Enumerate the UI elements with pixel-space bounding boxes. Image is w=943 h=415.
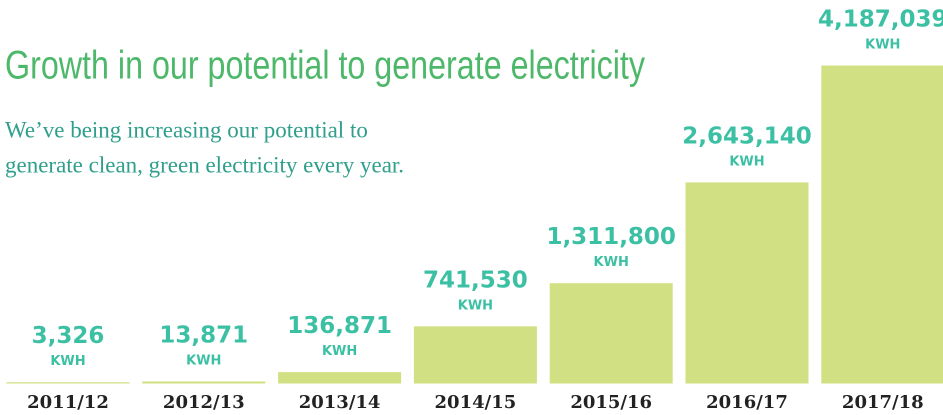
bar [685,182,809,384]
unit-label: KWH [322,344,357,359]
value-label: 741,530 [423,267,528,293]
value-label: 2,643,140 [682,123,812,149]
bar [413,326,537,384]
unit-label: KWH [729,154,764,169]
x-tick-label: 2015/16 [570,392,652,413]
x-tick-label: 2014/15 [435,392,517,413]
x-tick-label: 2012/13 [163,392,245,413]
subtitle: generate clean, green electricity every … [5,152,404,177]
bar [549,283,673,384]
unit-label: KWH [50,354,85,369]
x-tick-label: 2013/14 [299,392,381,413]
bar [142,381,266,384]
x-tick-label: 2016/17 [706,392,788,413]
x-tick-label: 2017/18 [842,392,924,413]
unit-label: KWH [594,255,629,270]
unit-label: KWH [458,298,493,313]
value-label: 3,326 [32,323,105,349]
subtitle: We’ve being increasing our potential to [5,117,368,142]
chart-title: Growth in our potential to generate elec… [5,44,645,88]
value-label: 1,311,800 [546,224,676,250]
unit-label: KWH [186,353,221,368]
value-label: 13,871 [159,322,248,348]
bar [278,372,402,384]
value-label: 136,871 [287,313,392,339]
x-tick-label: 2011/12 [27,392,109,413]
unit-label: KWH [865,38,900,53]
value-label: 4,187,039 [818,7,943,33]
bar [821,65,943,384]
